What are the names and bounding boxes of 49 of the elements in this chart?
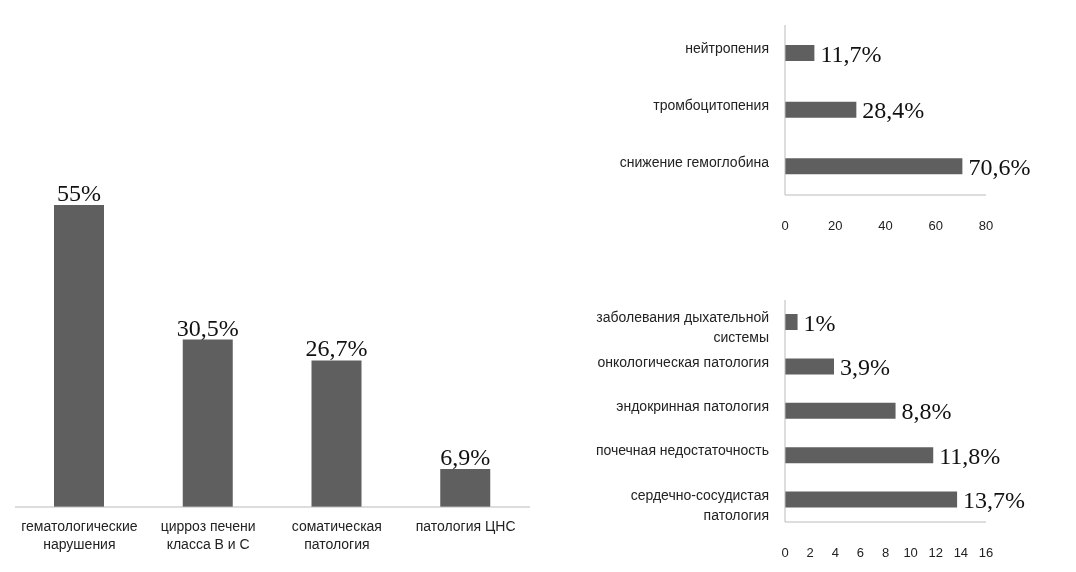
x-tick-label: 4 (831, 545, 839, 561)
bar (785, 447, 934, 464)
y-tick-label: сердечно-сосудистая патология (630, 486, 769, 523)
bar (54, 205, 104, 507)
data-label: 11,7% (820, 40, 882, 67)
y-tick-label: онкологическая патология (597, 353, 769, 370)
x-tick-label: гематологические нарушения (21, 517, 138, 552)
x-tick-label: 16 (978, 545, 994, 561)
bar (182, 339, 233, 507)
bar (785, 402, 896, 419)
x-tick-label: 60 (928, 218, 943, 234)
data-label: 28,4% (862, 97, 925, 124)
bar (311, 360, 362, 507)
x-tick-label: 0 (781, 545, 789, 561)
y-tick-label: эндокринная патология (616, 398, 769, 414)
y-tick-label: почечная недостаточность (595, 442, 769, 459)
bar (785, 358, 834, 375)
x-tick-label: 2 (806, 545, 814, 561)
y-tick-label: нейтропения (685, 40, 769, 57)
x-tick-label: 12 (928, 545, 943, 561)
data-label: 30,5% (176, 314, 239, 341)
bar (785, 101, 857, 118)
bar (785, 491, 958, 508)
data-label: 8,8% (901, 398, 952, 425)
data-label: 70,6% (968, 153, 1031, 180)
x-tick-label: 6 (856, 545, 864, 561)
x-tick-label: соматическая патология (291, 517, 382, 552)
data-label: 11,8% (939, 442, 1001, 469)
bar (785, 158, 963, 175)
y-tick-label: снижение гемоглобина (619, 153, 770, 170)
data-label: 26,7% (305, 335, 368, 362)
data-label: 3,9% (839, 353, 890, 380)
bar (440, 469, 491, 507)
bar (785, 45, 815, 61)
x-tick-label: цирроз печени класса В и С (160, 517, 256, 552)
x-tick-label: 20 (828, 218, 843, 234)
x-tick-label: 10 (903, 545, 918, 561)
x-tick-label: 0 (781, 218, 789, 234)
x-tick-label: 14 (953, 545, 969, 561)
data-label: 6,9% (440, 444, 491, 471)
x-tick-label: 8 (881, 545, 890, 561)
bar (785, 314, 798, 330)
x-tick-label: патология ЦНС (415, 517, 516, 534)
x-tick-label: 40 (878, 218, 893, 234)
y-tick-label: тромбоцитопения (653, 97, 769, 113)
x-tick-label: 80 (978, 218, 994, 234)
data-label: 13,7% (963, 487, 1026, 514)
data-label: 55% (57, 180, 101, 206)
data-label: 1% (803, 309, 836, 336)
